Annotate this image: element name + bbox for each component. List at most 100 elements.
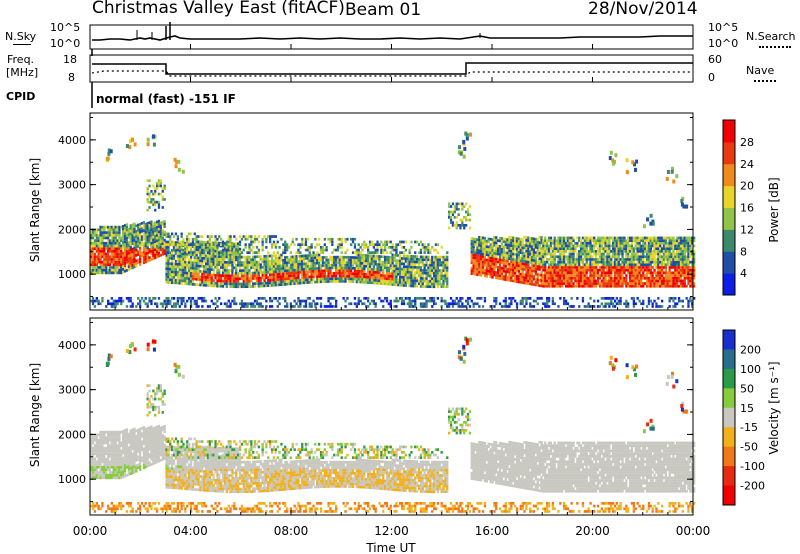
heatmap-cell bbox=[346, 269, 349, 273]
heatmap-cell bbox=[171, 257, 174, 260]
heatmap-cell bbox=[333, 266, 336, 270]
heatmap-cell bbox=[630, 236, 634, 240]
heatmap-cell bbox=[399, 281, 402, 284]
heatmap-cell bbox=[510, 238, 513, 242]
heatmap-cell bbox=[612, 260, 615, 264]
heatmap-cell bbox=[581, 268, 585, 272]
heatmap-cell bbox=[110, 258, 113, 261]
heatmap-cell bbox=[184, 244, 187, 248]
heatmap-cell bbox=[340, 280, 343, 283]
heatmap-cell bbox=[474, 262, 477, 265]
heatmap-cell bbox=[252, 302, 255, 306]
heatmap-cell bbox=[282, 283, 285, 286]
heatmap-cell bbox=[150, 223, 153, 226]
heatmap-cell bbox=[553, 236, 556, 240]
heatmap-cell bbox=[480, 271, 483, 274]
heatmap-cell bbox=[472, 269, 475, 273]
heatmap-cell bbox=[623, 244, 626, 248]
heatmap-cell bbox=[553, 260, 556, 264]
heatmap-cell bbox=[481, 268, 485, 272]
heatmap-cell bbox=[267, 257, 270, 261]
heatmap-cell bbox=[593, 260, 596, 264]
heatmap-cell bbox=[197, 267, 200, 270]
heatmap-cell bbox=[135, 246, 138, 249]
heatmap-cell bbox=[244, 274, 247, 278]
heatmap-cell bbox=[272, 297, 276, 300]
heatmap-cell bbox=[576, 271, 579, 275]
heatmap-cell bbox=[521, 257, 524, 260]
heatmap-cell bbox=[497, 244, 500, 248]
heatmap-cell bbox=[568, 260, 571, 264]
heatmap-cell bbox=[216, 252, 219, 256]
heatmap-cell bbox=[274, 281, 277, 284]
heatmap-cell bbox=[425, 274, 428, 278]
heatmap-cell bbox=[310, 262, 313, 265]
heatmap-cell bbox=[197, 248, 200, 252]
heatmap-cell bbox=[125, 258, 129, 261]
heatmap-cell bbox=[99, 244, 102, 248]
heatmap-cell bbox=[280, 256, 283, 260]
heatmap-cell bbox=[133, 265, 136, 269]
heatmap-cell bbox=[572, 276, 575, 280]
heatmap-cell bbox=[546, 302, 549, 306]
heatmap-cell bbox=[231, 263, 234, 267]
heatmap-cell bbox=[610, 274, 613, 277]
heatmap-cell bbox=[506, 270, 509, 274]
heatmap-cell bbox=[434, 269, 438, 272]
heatmap-cell bbox=[393, 248, 396, 252]
heatmap-cell bbox=[610, 260, 613, 264]
heatmap-cell bbox=[122, 254, 125, 258]
heatmap-cell bbox=[427, 251, 430, 254]
heatmap-cell bbox=[382, 277, 385, 280]
heatmap-cell bbox=[319, 266, 323, 270]
heatmap-cell bbox=[289, 258, 292, 261]
heatmap-cell bbox=[286, 277, 289, 281]
heatmap-cell bbox=[612, 279, 615, 283]
heatmap-cell bbox=[553, 244, 556, 248]
heatmap-cell bbox=[527, 258, 530, 261]
heatmap-cell bbox=[453, 205, 456, 208]
heatmap-cell bbox=[237, 277, 240, 280]
heatmap-cell bbox=[319, 275, 323, 278]
heatmap-cell bbox=[564, 274, 568, 277]
heatmap-cell bbox=[108, 268, 112, 272]
heatmap-cell bbox=[221, 282, 225, 285]
heatmap-cell bbox=[515, 242, 519, 246]
heatmap-cell bbox=[238, 263, 242, 267]
heatmap-cell bbox=[261, 257, 264, 261]
heatmap-cell bbox=[216, 263, 219, 266]
heatmap-cell bbox=[606, 247, 609, 250]
heatmap-cell bbox=[608, 247, 611, 250]
heatmap-cell bbox=[95, 231, 98, 234]
heatmap-cell bbox=[144, 241, 147, 245]
heatmap-cell bbox=[498, 250, 502, 253]
heatmap-cell bbox=[148, 221, 151, 224]
heatmap-cell bbox=[274, 273, 277, 276]
heatmap-cell bbox=[530, 239, 534, 243]
heatmap-cell bbox=[497, 258, 500, 261]
heatmap-cell bbox=[463, 216, 466, 219]
heatmap-cell bbox=[630, 266, 634, 269]
heatmap-cell bbox=[154, 187, 157, 190]
heatmap-cell bbox=[355, 256, 358, 259]
heatmap-cell bbox=[108, 250, 112, 253]
heatmap-cell bbox=[504, 246, 507, 249]
heatmap-cell bbox=[193, 283, 196, 286]
heatmap-cell bbox=[380, 274, 383, 277]
heatmap-cell bbox=[557, 271, 560, 275]
heatmap-cell bbox=[280, 275, 283, 278]
heatmap-cell bbox=[417, 266, 421, 269]
heatmap-cell bbox=[335, 271, 338, 275]
heatmap-cell bbox=[367, 251, 370, 254]
heatmap-cell bbox=[193, 277, 196, 281]
heatmap-cell bbox=[144, 257, 147, 261]
heatmap-cell bbox=[299, 254, 302, 258]
heatmap-cell bbox=[137, 226, 140, 229]
heatmap-cell bbox=[470, 239, 473, 243]
heatmap-cell bbox=[615, 284, 618, 288]
heatmap-cell bbox=[346, 237, 349, 241]
heatmap-cell bbox=[314, 259, 317, 262]
heatmap-cell bbox=[123, 264, 127, 268]
heatmap-cell bbox=[613, 305, 617, 308]
heatmap-cell bbox=[568, 271, 571, 275]
